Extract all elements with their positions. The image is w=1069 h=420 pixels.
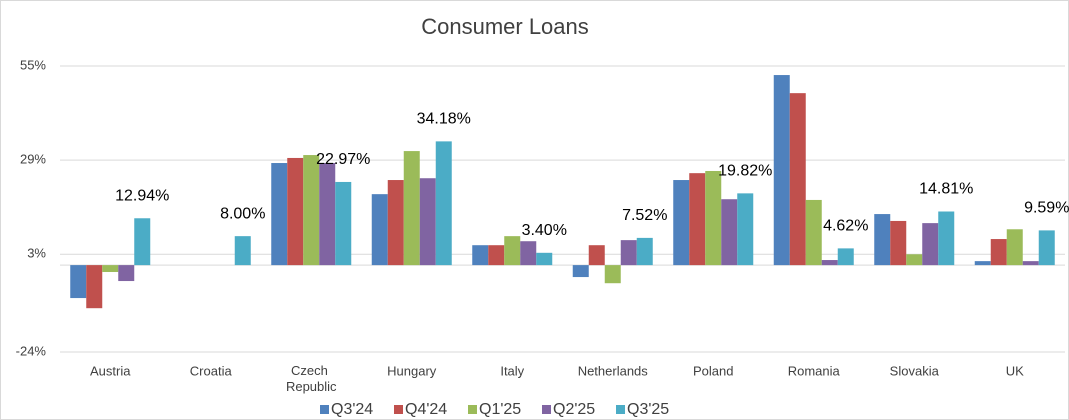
bar [689,173,706,266]
bar [705,170,722,266]
bar [737,193,754,266]
bar [419,178,436,266]
bar [303,155,320,266]
legend-label: Q3'25 [627,401,669,418]
bar [874,214,891,266]
x-tick-label: Austria [90,363,131,378]
bar [673,180,690,266]
y-tick-label: 3% [27,246,46,261]
bar [403,151,420,266]
bar [572,265,589,278]
bar [974,261,991,266]
x-tick-label: Slovakia [890,363,940,378]
bar [773,75,790,266]
bar [1022,261,1039,266]
x-tick-label: Italy [500,363,524,378]
x-tick-label: Romania [788,363,841,378]
bar [234,236,251,266]
y-tick-label: 29% [20,152,46,167]
legend-swatch [320,405,329,414]
bar [1006,229,1023,266]
data-label: 7.52% [622,207,667,224]
data-label: 4.62% [823,218,868,235]
y-tick-label: -24% [16,343,47,358]
x-tick-label: Czech Republic [286,363,337,394]
bar [335,181,352,266]
bar [906,254,923,266]
bar [435,141,452,266]
bar [118,265,135,282]
data-label: 22.97% [316,151,370,168]
bar [721,199,738,266]
bar [636,237,653,266]
bar [922,223,939,266]
bar [371,194,388,266]
bar [990,239,1007,266]
bar [271,163,288,266]
x-tick-label: Netherlands [578,363,649,378]
chart-title: Consumer Loans [421,14,589,39]
bar [102,265,119,272]
legend-label: Q1'25 [479,401,521,418]
bar [70,265,87,299]
legend-label: Q4'24 [405,401,447,418]
data-label: 8.00% [220,205,265,222]
x-tick-label: UK [1006,363,1024,378]
bar [488,245,505,266]
data-label: 12.94% [115,187,169,204]
x-tick-label: Hungary [387,363,437,378]
bar [821,260,838,266]
bar [387,180,404,266]
bar [620,240,637,266]
bar [472,245,489,266]
bar [134,218,151,266]
bar [1038,230,1055,266]
data-label: 9.59% [1024,200,1069,217]
y-tick-label: 55% [20,57,46,72]
legend-label: Q2'25 [553,401,595,418]
bar [319,163,336,266]
bar [588,245,605,266]
data-label: 3.40% [522,222,567,239]
bar [504,236,521,266]
data-label: 34.18% [417,111,471,128]
bar [536,252,553,266]
x-tick-label: Poland [693,363,733,378]
legend-swatch [468,405,477,414]
bar [789,93,806,266]
bar [805,199,822,266]
data-label: 14.81% [919,181,973,198]
legend-label: Q3'24 [331,401,373,418]
bar [890,220,907,266]
bar [604,265,621,284]
legend-swatch [542,405,551,414]
legend-swatch [394,405,403,414]
bar [287,157,304,266]
data-label: 19.82% [718,163,772,180]
x-tick-label: Croatia [190,363,233,378]
legend-swatch [616,405,625,414]
bar [520,241,537,266]
bar [837,248,854,266]
bar [86,265,103,309]
bar [938,211,955,266]
